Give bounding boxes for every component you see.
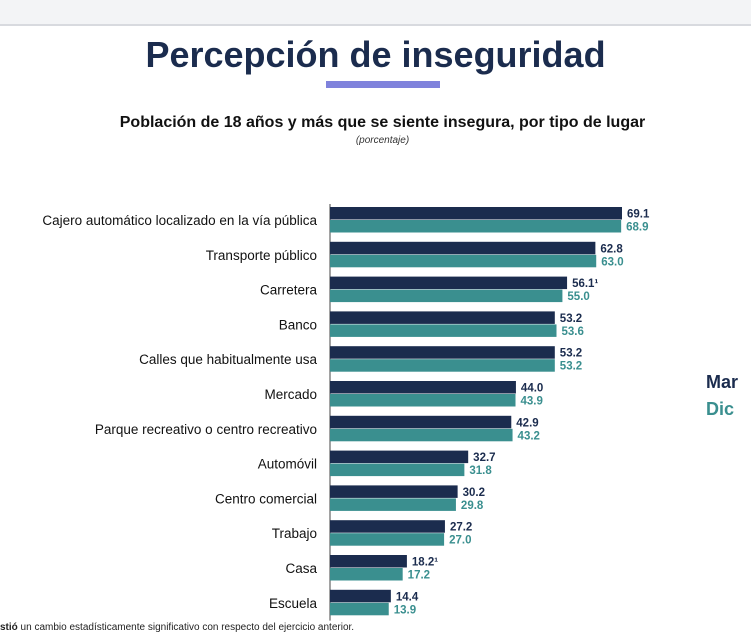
category-label: Carretera (260, 283, 318, 298)
bar-series-1 (330, 415, 512, 429)
bar-series-2 (330, 568, 403, 581)
data-label: 31.8 (469, 465, 492, 477)
category-label: Mercado (264, 387, 317, 402)
category-label: Escuela (269, 596, 318, 611)
category-label: Transporte público (206, 248, 317, 263)
data-label: 63.0 (601, 256, 623, 268)
chart-subtitle: Población de 18 años y más que se siente… (119, 114, 646, 131)
bar-series-2 (330, 463, 465, 477)
data-label: 17.2 (408, 570, 430, 582)
data-label: 42.9 (516, 417, 538, 429)
data-label: 27.2 (450, 522, 472, 534)
bar-series-2 (330, 498, 456, 511)
bar-series-1 (330, 241, 596, 255)
page-title: Percepción de inseguridad (145, 34, 606, 75)
data-label: 53.6 (562, 326, 584, 338)
data-label: 18.2¹ (412, 557, 438, 569)
bar-series-2 (330, 254, 597, 268)
data-label: 69.1 (627, 209, 650, 221)
data-label: 68.9 (626, 222, 648, 234)
data-label: 43.2 (518, 430, 540, 442)
data-label: 32.7 (473, 452, 495, 464)
bar-series-1 (330, 207, 622, 220)
title-underline (326, 81, 440, 88)
bar-series-1 (330, 450, 469, 464)
data-label: 14.4 (396, 591, 419, 603)
category-label: Automóvil (258, 457, 317, 472)
data-label: 53.2 (560, 361, 582, 373)
bar-series-1 (330, 311, 555, 324)
bar-series-1 (330, 555, 407, 568)
data-label: 13.9 (394, 604, 416, 616)
bar-series-1 (330, 381, 516, 394)
bar-series-1 (330, 520, 445, 533)
footnote-bold: stió (0, 622, 18, 633)
category-label: Cajero automático localizado en la vía p… (42, 213, 317, 228)
bar-series-2 (330, 359, 555, 372)
legend-series-1: Mar (706, 372, 739, 392)
footnote-text: un cambio estadísticamente significativo… (17, 622, 355, 633)
data-label: 27.0 (449, 535, 471, 547)
footnote: stió un cambio estadísticamente signific… (0, 622, 354, 633)
data-label: 30.2 (463, 487, 485, 499)
category-label: Parque recreativo o centro recreativo (95, 422, 317, 437)
data-label: 44.0 (521, 383, 543, 395)
bar-series-2 (330, 428, 513, 442)
category-label: Trabajo (272, 526, 317, 541)
bar-series-1 (330, 346, 555, 359)
category-label: Banco (279, 317, 317, 332)
data-label: 29.8 (461, 500, 484, 512)
data-label: 55.0 (567, 291, 589, 303)
bar-series-2 (330, 394, 516, 407)
data-label: 62.8 (600, 243, 623, 255)
bar-series-2 (330, 533, 445, 546)
data-label: 43.9 (521, 396, 543, 408)
category-label: Centro comercial (215, 491, 317, 506)
legend-series-2: Dic (706, 399, 735, 419)
bar-series-1 (330, 485, 458, 498)
bar-series-1 (330, 276, 568, 290)
category-label: Calles que habitualmente usa (139, 352, 317, 367)
bar-series-2 (330, 324, 557, 337)
unit-note: (porcentaje) (355, 135, 410, 146)
window-top-bar (0, 0, 751, 26)
data-label: 53.2 (560, 348, 582, 360)
bar-series-2 (330, 220, 622, 233)
bar-series-2 (330, 289, 563, 303)
data-label: 53.2 (560, 313, 582, 325)
bar-series-2 (330, 602, 389, 616)
bar-series-1 (330, 589, 391, 603)
category-label: Casa (285, 561, 317, 576)
data-label: 56.1¹ (572, 278, 598, 290)
